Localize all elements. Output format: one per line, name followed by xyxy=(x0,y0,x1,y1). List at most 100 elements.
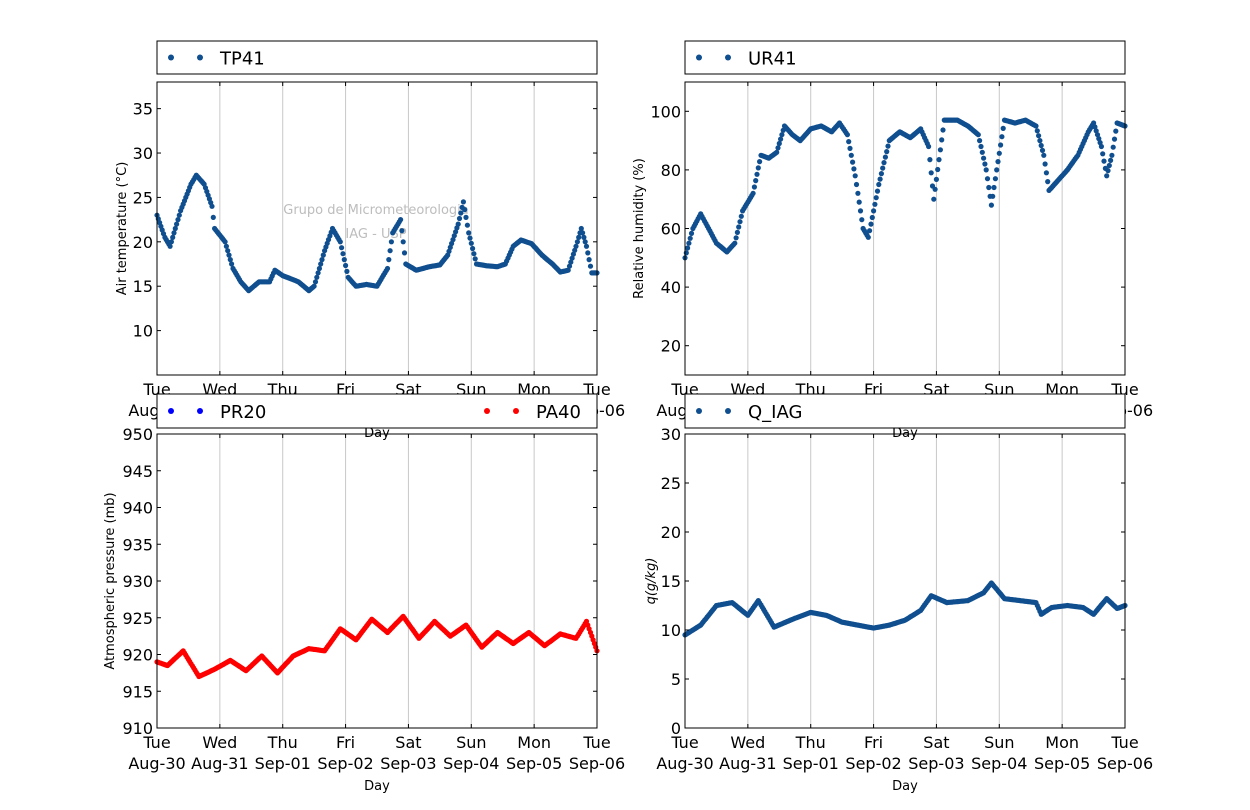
data-point xyxy=(1100,151,1106,157)
data-point xyxy=(568,259,574,265)
data-point xyxy=(737,219,743,225)
data-point xyxy=(991,184,997,191)
y-tick-label: 910 xyxy=(122,719,153,738)
y-tick-label: 25 xyxy=(661,474,681,493)
data-point xyxy=(998,142,1004,148)
y-tick-label: 100 xyxy=(650,102,681,121)
data-point xyxy=(871,208,877,214)
y-tick-label: 945 xyxy=(122,462,153,481)
x-tick-date: Aug-31 xyxy=(191,754,248,773)
data-point xyxy=(733,235,739,241)
data-point xyxy=(339,245,345,251)
legend: TP41 xyxy=(156,40,598,75)
plot-frame xyxy=(684,81,1126,376)
data-point xyxy=(468,240,474,246)
x-tick-date: Sep-04 xyxy=(443,754,499,773)
data-point xyxy=(688,230,695,236)
data-point xyxy=(885,143,891,149)
data-point xyxy=(388,239,394,245)
data-point xyxy=(732,240,738,246)
data-point xyxy=(176,212,182,218)
data-point xyxy=(978,143,984,150)
data-point xyxy=(994,167,1000,173)
series-tp41 xyxy=(154,172,600,294)
data-point xyxy=(209,203,215,209)
watermark-line1: Grupo de Micrometeorologia xyxy=(283,203,469,218)
data-point xyxy=(685,245,691,251)
data-point xyxy=(1093,128,1099,134)
legend-label: UR41 xyxy=(748,49,797,70)
data-point xyxy=(1045,179,1051,185)
data-point xyxy=(751,184,758,190)
legend-marker xyxy=(484,408,490,414)
data-point xyxy=(344,268,350,274)
data-point xyxy=(574,239,581,245)
data-point xyxy=(683,250,689,256)
series-ur41 xyxy=(682,117,1128,261)
y-tick-label: 25 xyxy=(133,188,153,207)
data-point xyxy=(852,173,858,179)
data-point xyxy=(853,181,860,188)
y-tick-label: 925 xyxy=(122,609,153,628)
data-point xyxy=(580,230,586,236)
data-point xyxy=(869,214,875,221)
data-point xyxy=(775,145,781,151)
y-tick-label: 0 xyxy=(671,719,681,738)
legend-marker xyxy=(168,408,174,414)
legend-box xyxy=(156,393,598,429)
x-tick-date: Sep-05 xyxy=(506,754,562,773)
x-tick-date: Sep-05 xyxy=(1034,754,1090,773)
data-point xyxy=(779,132,785,138)
data-point xyxy=(867,228,873,234)
x-tick-date: Sep-02 xyxy=(317,754,373,773)
y-tick-label: 920 xyxy=(122,646,153,665)
data-point xyxy=(450,237,456,243)
y-tick-label: 20 xyxy=(661,337,681,356)
data-point xyxy=(470,245,476,252)
legend: PR20 PA40 xyxy=(156,393,598,429)
data-point xyxy=(1111,136,1118,142)
legend-marker xyxy=(696,54,702,61)
data-point xyxy=(776,140,782,147)
data-point xyxy=(881,160,887,166)
data-point xyxy=(1042,161,1048,167)
data-point xyxy=(859,217,865,223)
data-point xyxy=(319,257,325,263)
data-point xyxy=(171,230,177,236)
data-point xyxy=(1091,120,1097,126)
data-point xyxy=(462,207,468,213)
data-point xyxy=(738,213,744,219)
data-point xyxy=(1108,157,1114,163)
data-point xyxy=(931,196,937,202)
x-tick-date: Sep-02 xyxy=(845,754,901,773)
data-point xyxy=(984,176,991,182)
data-point xyxy=(463,214,469,220)
data-point xyxy=(569,255,575,261)
x-tick-day: Wed xyxy=(730,733,765,752)
data-point xyxy=(774,149,780,155)
data-point xyxy=(874,188,881,194)
data-point xyxy=(341,257,347,263)
data-point xyxy=(460,199,466,205)
data-point xyxy=(856,199,862,205)
y-tick-label: 80 xyxy=(661,161,681,180)
data-point xyxy=(1097,140,1103,146)
data-point xyxy=(464,222,470,228)
legend-marker xyxy=(197,408,203,414)
data-point xyxy=(399,228,405,234)
data-point xyxy=(877,176,883,182)
data-point xyxy=(172,225,178,232)
data-point xyxy=(872,201,878,207)
data-point xyxy=(1043,170,1049,176)
data-point xyxy=(868,221,874,227)
legend-marker xyxy=(513,408,519,414)
x-tick-date: Sep-01 xyxy=(783,754,839,773)
data-point xyxy=(1113,128,1119,134)
series-q-iag xyxy=(682,580,1128,638)
legend: Q_IAG xyxy=(684,393,1126,429)
data-point xyxy=(384,265,391,272)
x-tick-day: Sun xyxy=(984,733,1014,752)
data-point xyxy=(175,217,181,223)
legend-label: PA40 xyxy=(536,402,581,423)
